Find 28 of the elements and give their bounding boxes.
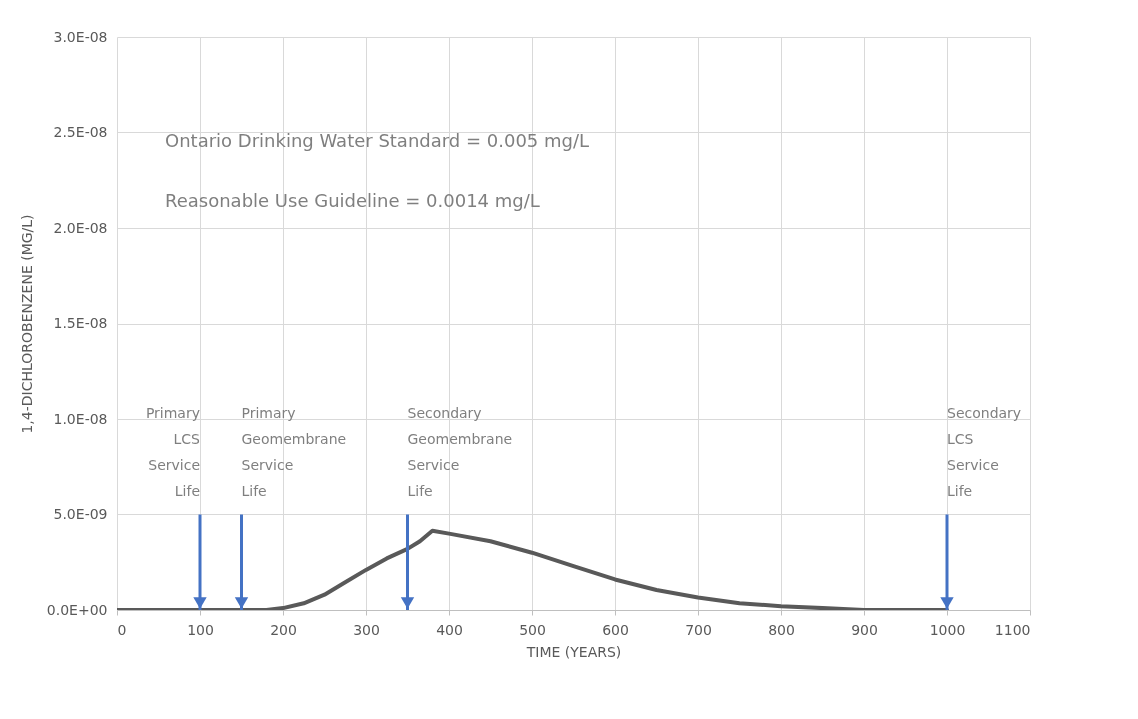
x-tick-label: 1000 [929, 621, 966, 638]
x-tick-label: 200 [270, 621, 297, 638]
x-tick-label: 500 [519, 621, 546, 638]
x-tick-label: 600 [602, 621, 629, 638]
ref-line-label: Primary Geomembrane Service Life [241, 404, 347, 499]
y-tick-label: 3.0E-08 [53, 28, 108, 45]
annotation: Reasonable Use Guideline = 0.0014 mg/L [165, 190, 540, 211]
y-tick-label: 0.0E+00 [46, 601, 108, 618]
line-series [117, 528, 949, 610]
annotation: Ontario Drinking Water Standard = 0.005 mg/L [165, 130, 590, 151]
y-tick-label: 1.5E-08 [53, 315, 108, 331]
x-tick-label: 400 [436, 621, 463, 638]
ref-line-label: Secondary LCS Service Life [947, 404, 1022, 499]
x-tick-label: 800 [768, 621, 795, 638]
x-tick-label: 900 [851, 621, 878, 638]
y-tick-label: 2.5E-08 [53, 124, 108, 140]
y-tick-label: 2.0E-08 [53, 219, 108, 236]
x-tick-label: 1100 [994, 621, 1031, 638]
x-tick-label: 300 [353, 621, 380, 638]
y-tick-label: 1.0E-08 [53, 410, 108, 427]
x-axis-title: TIME (YEARS) [525, 643, 622, 660]
x-tick-label: 100 [187, 621, 214, 638]
x-tick-label: 700 [685, 621, 712, 638]
y-tick-label: 5.0E-09 [53, 506, 108, 522]
y-axis-title: 1,4-DICHLOROBENZENE (MG/L) [18, 214, 35, 434]
x-tick-label: 0 [117, 621, 127, 638]
ref-line-label: Primary LCS Service Life [145, 404, 201, 499]
ref-line-label: Secondary Geomembrane Service Life [407, 404, 513, 499]
